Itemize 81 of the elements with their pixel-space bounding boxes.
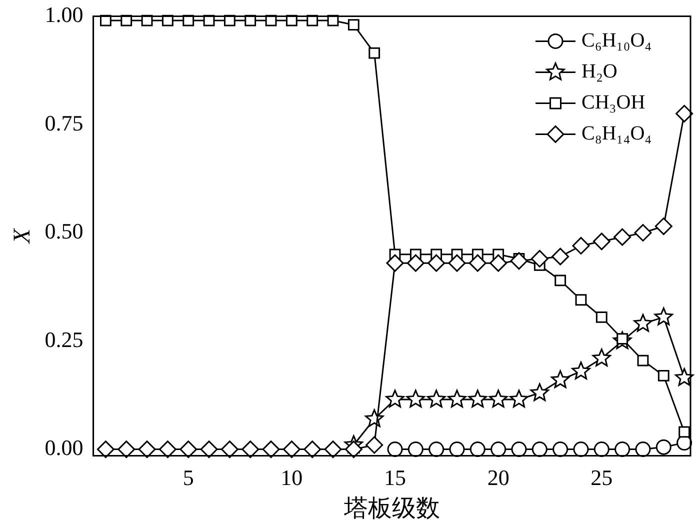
point xyxy=(282,440,300,458)
legend-label: CH₃OH xyxy=(582,91,646,114)
point xyxy=(554,274,566,286)
legend-label: C₈H₁₄O₄ xyxy=(582,122,652,144)
y-tick-label: 0.00 xyxy=(44,435,84,460)
point xyxy=(220,440,238,458)
point xyxy=(511,442,527,458)
point xyxy=(658,370,670,382)
legend-label: H₂O xyxy=(582,60,618,82)
point xyxy=(158,440,176,458)
point xyxy=(242,440,260,458)
point xyxy=(678,426,690,438)
point xyxy=(614,228,632,246)
point xyxy=(637,354,649,366)
x-tick-label: 20 xyxy=(487,464,510,490)
point xyxy=(406,390,425,408)
point xyxy=(96,440,114,458)
point xyxy=(634,224,652,242)
point xyxy=(654,307,673,326)
point xyxy=(448,254,466,272)
point xyxy=(552,248,570,266)
point xyxy=(575,294,587,306)
point xyxy=(614,442,630,458)
point xyxy=(551,370,570,388)
point xyxy=(449,442,465,458)
point xyxy=(304,440,322,458)
y-tick-label: 0.75 xyxy=(44,110,84,136)
point xyxy=(596,312,608,323)
x-tick-label: 15 xyxy=(384,464,406,490)
point xyxy=(592,348,611,366)
point xyxy=(408,442,424,458)
y-tick-label: 0.50 xyxy=(44,218,84,244)
point xyxy=(552,442,568,458)
point xyxy=(635,442,651,458)
point xyxy=(200,440,218,458)
point xyxy=(262,440,280,458)
point xyxy=(366,436,384,454)
point xyxy=(674,368,694,386)
point xyxy=(532,442,548,458)
point xyxy=(656,439,672,455)
point xyxy=(180,440,198,458)
x-tick-label: 25 xyxy=(590,464,613,490)
point xyxy=(348,19,360,31)
point xyxy=(428,254,446,272)
point xyxy=(468,254,486,272)
point xyxy=(572,236,590,254)
x-tick-label: 10 xyxy=(280,464,303,490)
point xyxy=(594,442,610,458)
point xyxy=(324,440,342,458)
legend-label: C₆H₁₀O₄ xyxy=(582,29,652,52)
point xyxy=(448,390,466,408)
point xyxy=(470,442,486,458)
y-axis-title: X xyxy=(10,227,36,244)
point xyxy=(592,232,610,250)
point xyxy=(573,442,589,458)
point xyxy=(490,442,506,458)
point xyxy=(344,440,362,458)
point xyxy=(572,362,590,380)
x-tick-label: 5 xyxy=(182,464,194,490)
point xyxy=(510,252,528,270)
point xyxy=(406,254,424,272)
point xyxy=(530,383,549,402)
point xyxy=(118,440,136,458)
point xyxy=(490,254,508,272)
point xyxy=(387,442,403,458)
point xyxy=(368,47,380,59)
point xyxy=(427,390,446,408)
y-tick-label: 0.25 xyxy=(44,326,84,352)
point xyxy=(138,440,156,458)
point xyxy=(428,442,444,458)
y-tick-label: 1.00 xyxy=(44,2,84,27)
point xyxy=(386,254,404,272)
point xyxy=(634,314,652,332)
point xyxy=(676,104,694,122)
point xyxy=(654,218,672,236)
point xyxy=(510,390,528,408)
point xyxy=(386,390,404,408)
point xyxy=(468,390,487,408)
point xyxy=(489,390,508,408)
point xyxy=(530,250,548,268)
x-axis-title: 塔板级数 xyxy=(342,496,440,522)
